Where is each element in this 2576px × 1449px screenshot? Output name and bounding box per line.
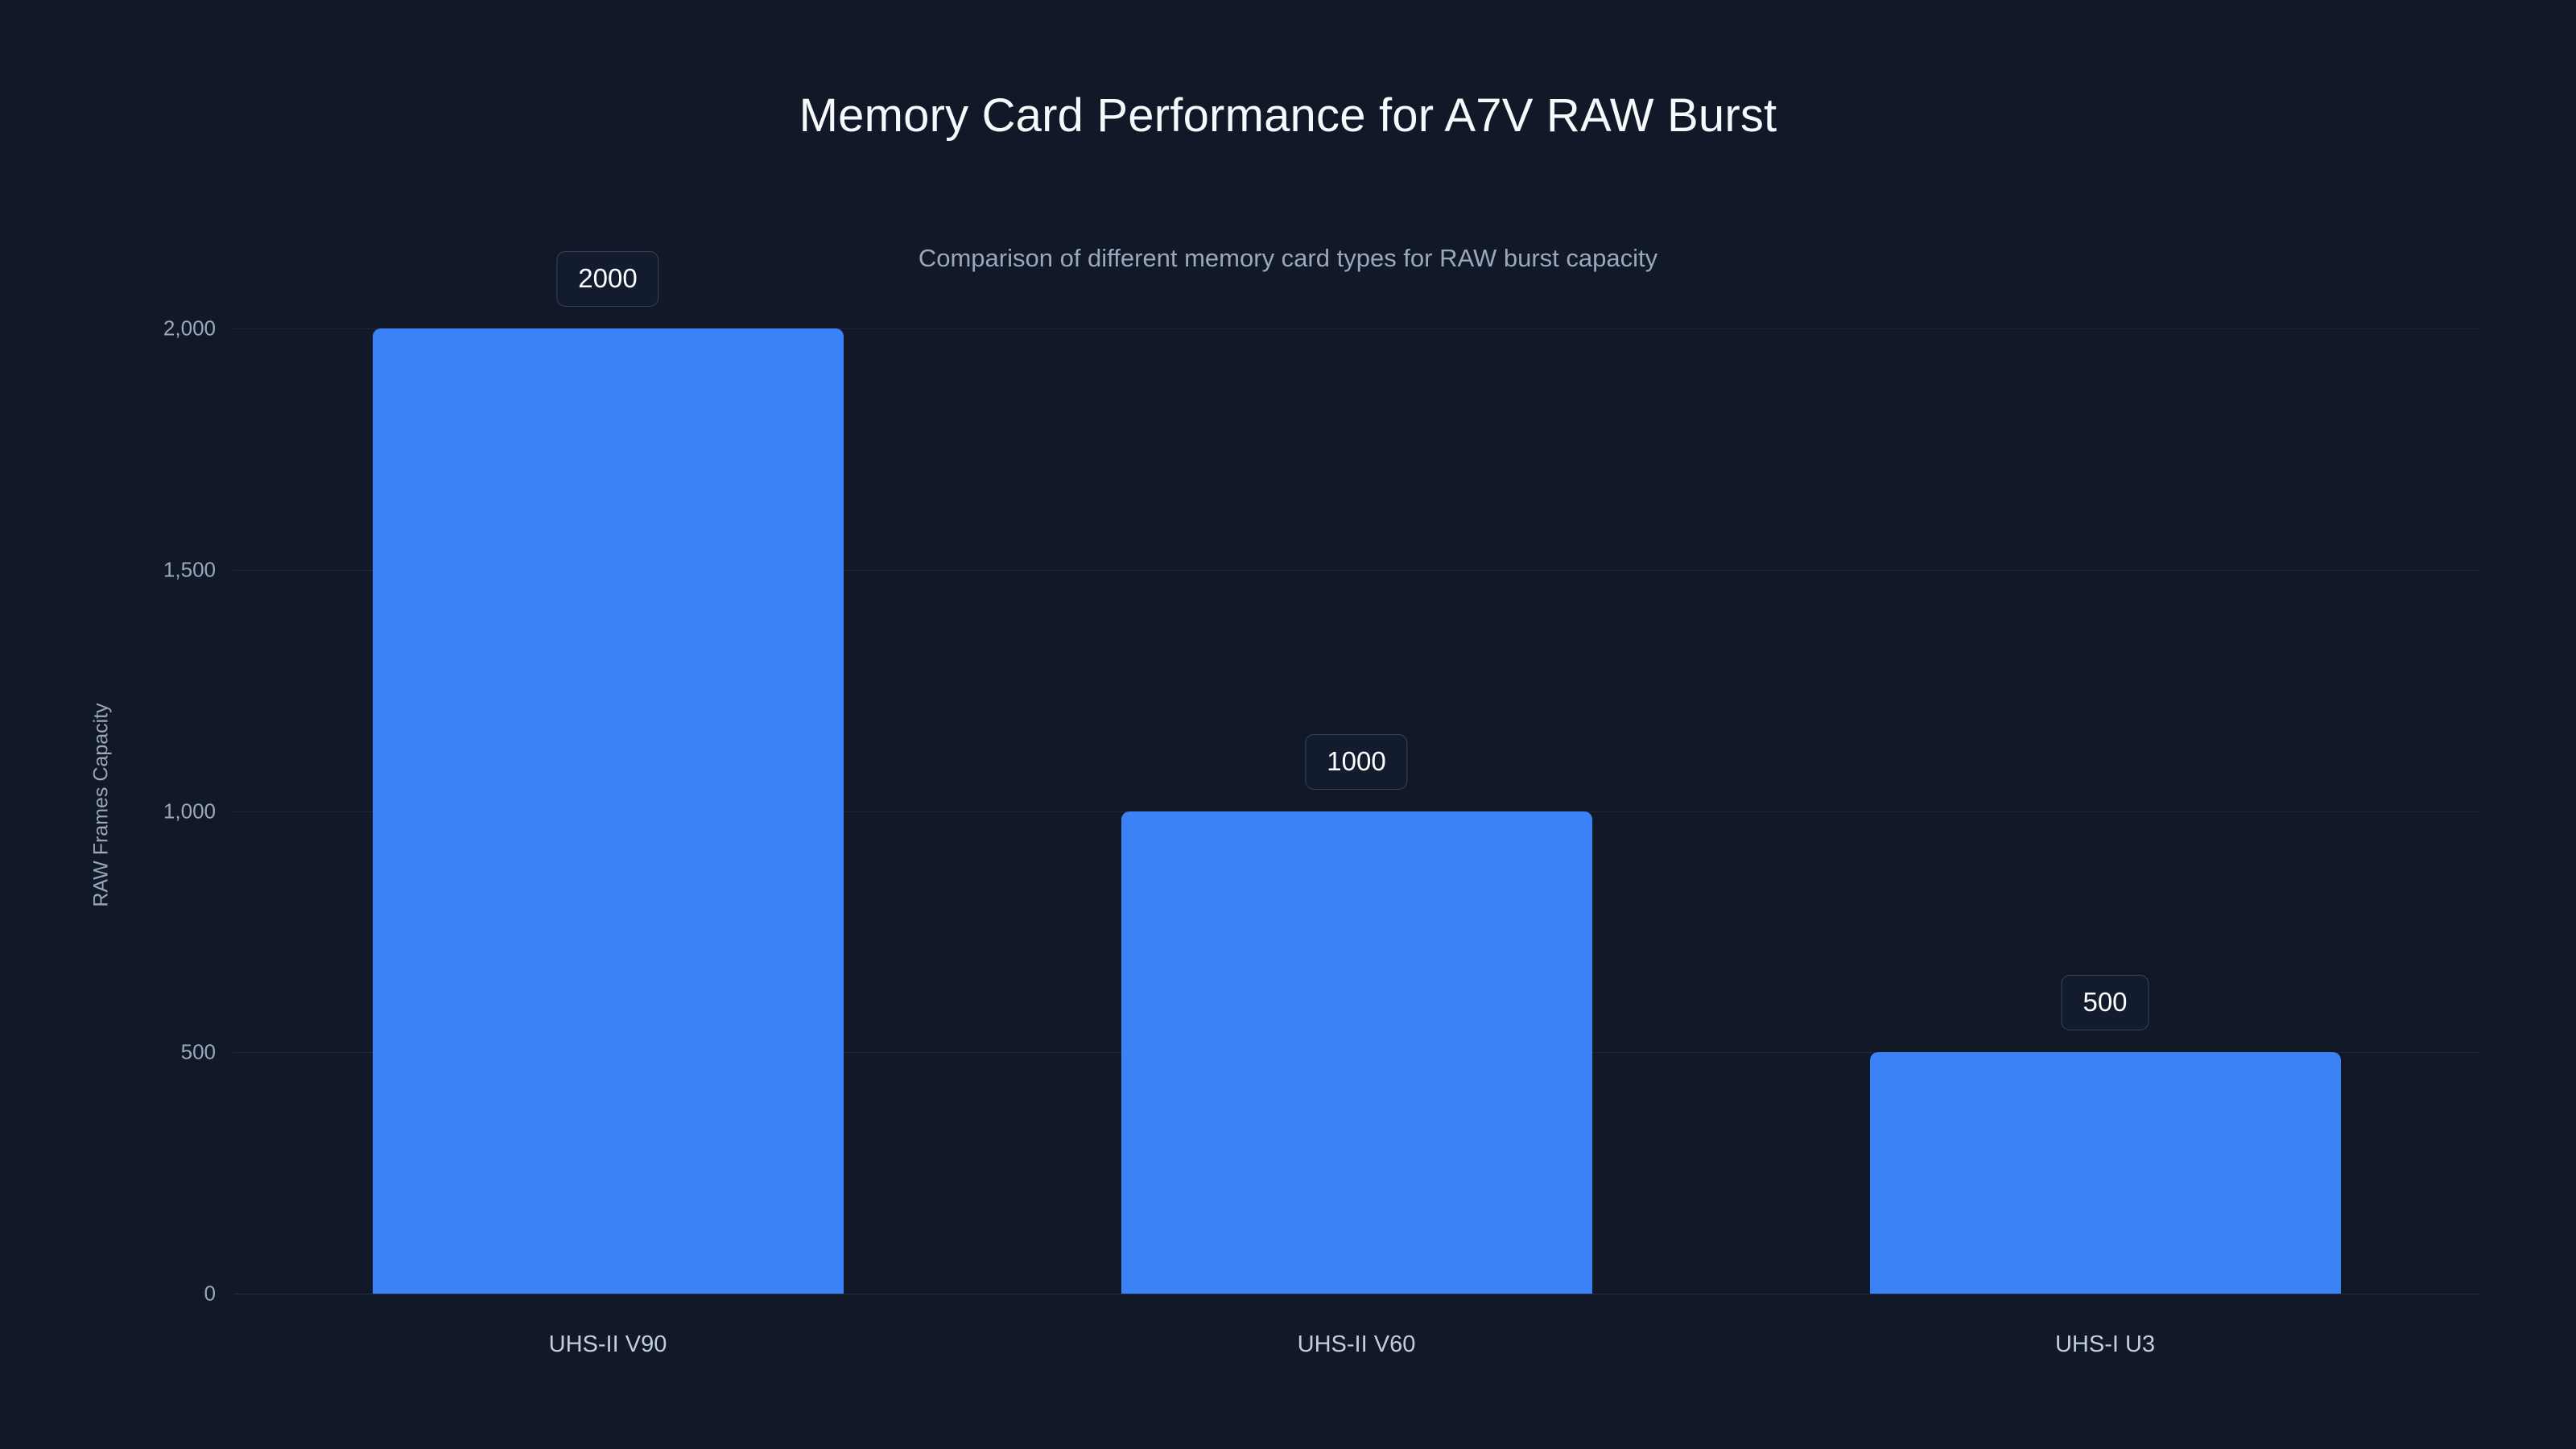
bar[interactable] [372,328,844,1294]
x-tick-label: UHS-I U3 [2054,1331,2156,1357]
x-tick-label: UHS-II V60 [1297,1331,1416,1357]
bar-value-label: 1000 [1305,733,1408,790]
gridline [233,328,2479,329]
chart-subtitle: Comparison of different memory card type… [918,244,1658,272]
x-tick-label: UHS-II V90 [548,1331,667,1357]
bar[interactable] [1869,1052,2341,1294]
gridline [233,569,2479,571]
bar-value-label: 500 [2061,975,2149,1031]
y-axis-title: RAW Frames Capacity [89,703,113,907]
chart-title: Memory Card Performance for A7V RAW Burs… [799,89,1777,142]
y-tick-label: 0 [204,1281,216,1306]
bar[interactable] [1121,811,1592,1294]
y-tick-label: 500 [180,1039,216,1064]
y-tick-label: 1,000 [163,799,216,823]
bar-value-label: 2000 [556,251,659,307]
y-tick-label: 1,500 [163,557,216,582]
y-tick-label: 2,000 [163,316,216,341]
